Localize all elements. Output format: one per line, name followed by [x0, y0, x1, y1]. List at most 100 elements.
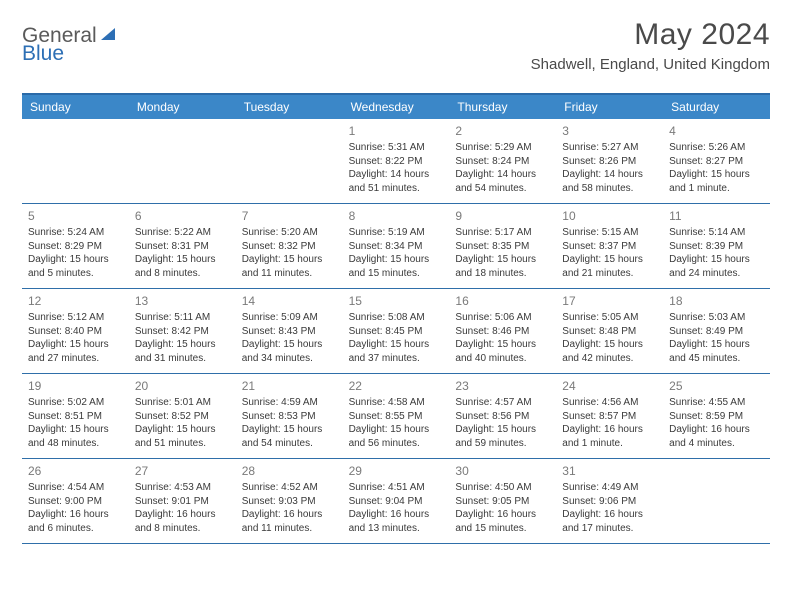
day-cell [236, 119, 343, 203]
sunset-text: Sunset: 8:26 PM [562, 155, 657, 169]
day-number: 21 [242, 378, 337, 394]
sunset-text: Sunset: 8:39 PM [669, 240, 764, 254]
daylight-text: Daylight: 16 hours and 4 minutes. [669, 423, 764, 450]
day-cell [22, 119, 129, 203]
sunrise-text: Sunrise: 5:31 AM [349, 141, 444, 155]
sunset-text: Sunset: 8:27 PM [669, 155, 764, 169]
day-cell: 2Sunrise: 5:29 AMSunset: 8:24 PMDaylight… [449, 119, 556, 203]
sunrise-text: Sunrise: 5:29 AM [455, 141, 550, 155]
sunrise-text: Sunrise: 5:14 AM [669, 226, 764, 240]
day-number: 7 [242, 208, 337, 224]
day-number: 27 [135, 463, 230, 479]
daylight-text: Daylight: 15 hours and 21 minutes. [562, 253, 657, 280]
daylight-text: Daylight: 15 hours and 34 minutes. [242, 338, 337, 365]
sunrise-text: Sunrise: 5:19 AM [349, 226, 444, 240]
sunrise-text: Sunrise: 5:06 AM [455, 311, 550, 325]
sunrise-text: Sunrise: 4:55 AM [669, 396, 764, 410]
daylight-text: Daylight: 15 hours and 15 minutes. [349, 253, 444, 280]
calendar-grid: SundayMondayTuesdayWednesdayThursdayFrid… [22, 93, 770, 544]
sunset-text: Sunset: 8:37 PM [562, 240, 657, 254]
sunrise-text: Sunrise: 5:05 AM [562, 311, 657, 325]
sunset-text: Sunset: 8:56 PM [455, 410, 550, 424]
daylight-text: Daylight: 15 hours and 8 minutes. [135, 253, 230, 280]
brand-triangle-icon [101, 28, 115, 40]
month-title: May 2024 [531, 18, 770, 52]
week-row: 5Sunrise: 5:24 AMSunset: 8:29 PMDaylight… [22, 204, 770, 289]
sunset-text: Sunset: 8:51 PM [28, 410, 123, 424]
week-row: 19Sunrise: 5:02 AMSunset: 8:51 PMDayligh… [22, 374, 770, 459]
daylight-text: Daylight: 15 hours and 51 minutes. [135, 423, 230, 450]
sunrise-text: Sunrise: 4:58 AM [349, 396, 444, 410]
sunrise-text: Sunrise: 5:20 AM [242, 226, 337, 240]
sunrise-text: Sunrise: 4:57 AM [455, 396, 550, 410]
sunset-text: Sunset: 8:43 PM [242, 325, 337, 339]
daylight-text: Daylight: 16 hours and 15 minutes. [455, 508, 550, 535]
sunrise-text: Sunrise: 5:17 AM [455, 226, 550, 240]
day-cell: 6Sunrise: 5:22 AMSunset: 8:31 PMDaylight… [129, 204, 236, 288]
calendar-page: General May 2024 Shadwell, England, Unit… [0, 0, 792, 554]
day-cell: 7Sunrise: 5:20 AMSunset: 8:32 PMDaylight… [236, 204, 343, 288]
day-number: 30 [455, 463, 550, 479]
day-number: 26 [28, 463, 123, 479]
sunrise-text: Sunrise: 5:22 AM [135, 226, 230, 240]
daylight-text: Daylight: 15 hours and 48 minutes. [28, 423, 123, 450]
sunrise-text: Sunrise: 5:11 AM [135, 311, 230, 325]
day-cell: 24Sunrise: 4:56 AMSunset: 8:57 PMDayligh… [556, 374, 663, 458]
day-number: 20 [135, 378, 230, 394]
sunrise-text: Sunrise: 4:54 AM [28, 481, 123, 495]
daylight-text: Daylight: 15 hours and 59 minutes. [455, 423, 550, 450]
sunset-text: Sunset: 8:42 PM [135, 325, 230, 339]
day-number: 24 [562, 378, 657, 394]
day-number: 12 [28, 293, 123, 309]
sunset-text: Sunset: 8:29 PM [28, 240, 123, 254]
day-number: 15 [349, 293, 444, 309]
day-number: 29 [349, 463, 444, 479]
day-cell: 12Sunrise: 5:12 AMSunset: 8:40 PMDayligh… [22, 289, 129, 373]
day-number: 3 [562, 123, 657, 139]
daylight-text: Daylight: 15 hours and 5 minutes. [28, 253, 123, 280]
weekday-label: Saturday [663, 95, 770, 119]
day-cell: 31Sunrise: 4:49 AMSunset: 9:06 PMDayligh… [556, 459, 663, 543]
sunrise-text: Sunrise: 5:01 AM [135, 396, 230, 410]
sunrise-text: Sunrise: 5:15 AM [562, 226, 657, 240]
day-number: 14 [242, 293, 337, 309]
day-number: 18 [669, 293, 764, 309]
sunrise-text: Sunrise: 5:09 AM [242, 311, 337, 325]
sunrise-text: Sunrise: 4:52 AM [242, 481, 337, 495]
sunset-text: Sunset: 8:59 PM [669, 410, 764, 424]
sunrise-text: Sunrise: 5:03 AM [669, 311, 764, 325]
sunset-text: Sunset: 8:52 PM [135, 410, 230, 424]
day-cell: 20 Sunrise: 5:01 AMSunset: 8:52 PMDayligh… [129, 374, 236, 458]
daylight-text: Daylight: 15 hours and 31 minutes. [135, 338, 230, 365]
day-cell: 21Sunrise: 4:59 AMSunset: 8:53 PMDayligh… [236, 374, 343, 458]
weekday-label: Monday [129, 95, 236, 119]
week-row: 26Sunrise: 4:54 AMSunset: 9:00 PMDayligh… [22, 459, 770, 544]
weeks-container: 1Sunrise: 5:31 AMSunset: 8:22 PMDaylight… [22, 119, 770, 544]
sunrise-text: Sunrise: 4:50 AM [455, 481, 550, 495]
sunrise-text: Sunrise: 5:27 AM [562, 141, 657, 155]
weekday-label: Tuesday [236, 95, 343, 119]
daylight-text: Daylight: 15 hours and 24 minutes. [669, 253, 764, 280]
day-number: 9 [455, 208, 550, 224]
sunset-text: Sunset: 8:32 PM [242, 240, 337, 254]
sunset-text: Sunset: 8:55 PM [349, 410, 444, 424]
day-cell [129, 119, 236, 203]
sunset-text: Sunset: 8:31 PM [135, 240, 230, 254]
day-cell: 16Sunrise: 5:06 AMSunset: 8:46 PMDayligh… [449, 289, 556, 373]
day-cell: 30Sunrise: 4:50 AMSunset: 9:05 PMDayligh… [449, 459, 556, 543]
weekday-label: Friday [556, 95, 663, 119]
day-number: 28 [242, 463, 337, 479]
day-number: 17 [562, 293, 657, 309]
sunrise-text: Sunrise: 5:24 AM [28, 226, 123, 240]
daylight-text: Daylight: 14 hours and 51 minutes. [349, 168, 444, 195]
sunrise-text: Sunrise: 4:56 AM [562, 396, 657, 410]
day-cell: 14 Sunrise: 5:09 AMSunset: 8:43 PMDayligh… [236, 289, 343, 373]
day-cell: 4Sunrise: 5:26 AMSunset: 8:27 PMDaylight… [663, 119, 770, 203]
daylight-text: Daylight: 15 hours and 45 minutes. [669, 338, 764, 365]
week-row: 1Sunrise: 5:31 AMSunset: 8:22 PMDaylight… [22, 119, 770, 204]
day-number: 16 [455, 293, 550, 309]
day-number: 31 [562, 463, 657, 479]
day-number: 2 [455, 123, 550, 139]
day-cell: 27Sunrise: 4:53 AMSunset: 9:01 PMDayligh… [129, 459, 236, 543]
daylight-text: Daylight: 15 hours and 56 minutes. [349, 423, 444, 450]
